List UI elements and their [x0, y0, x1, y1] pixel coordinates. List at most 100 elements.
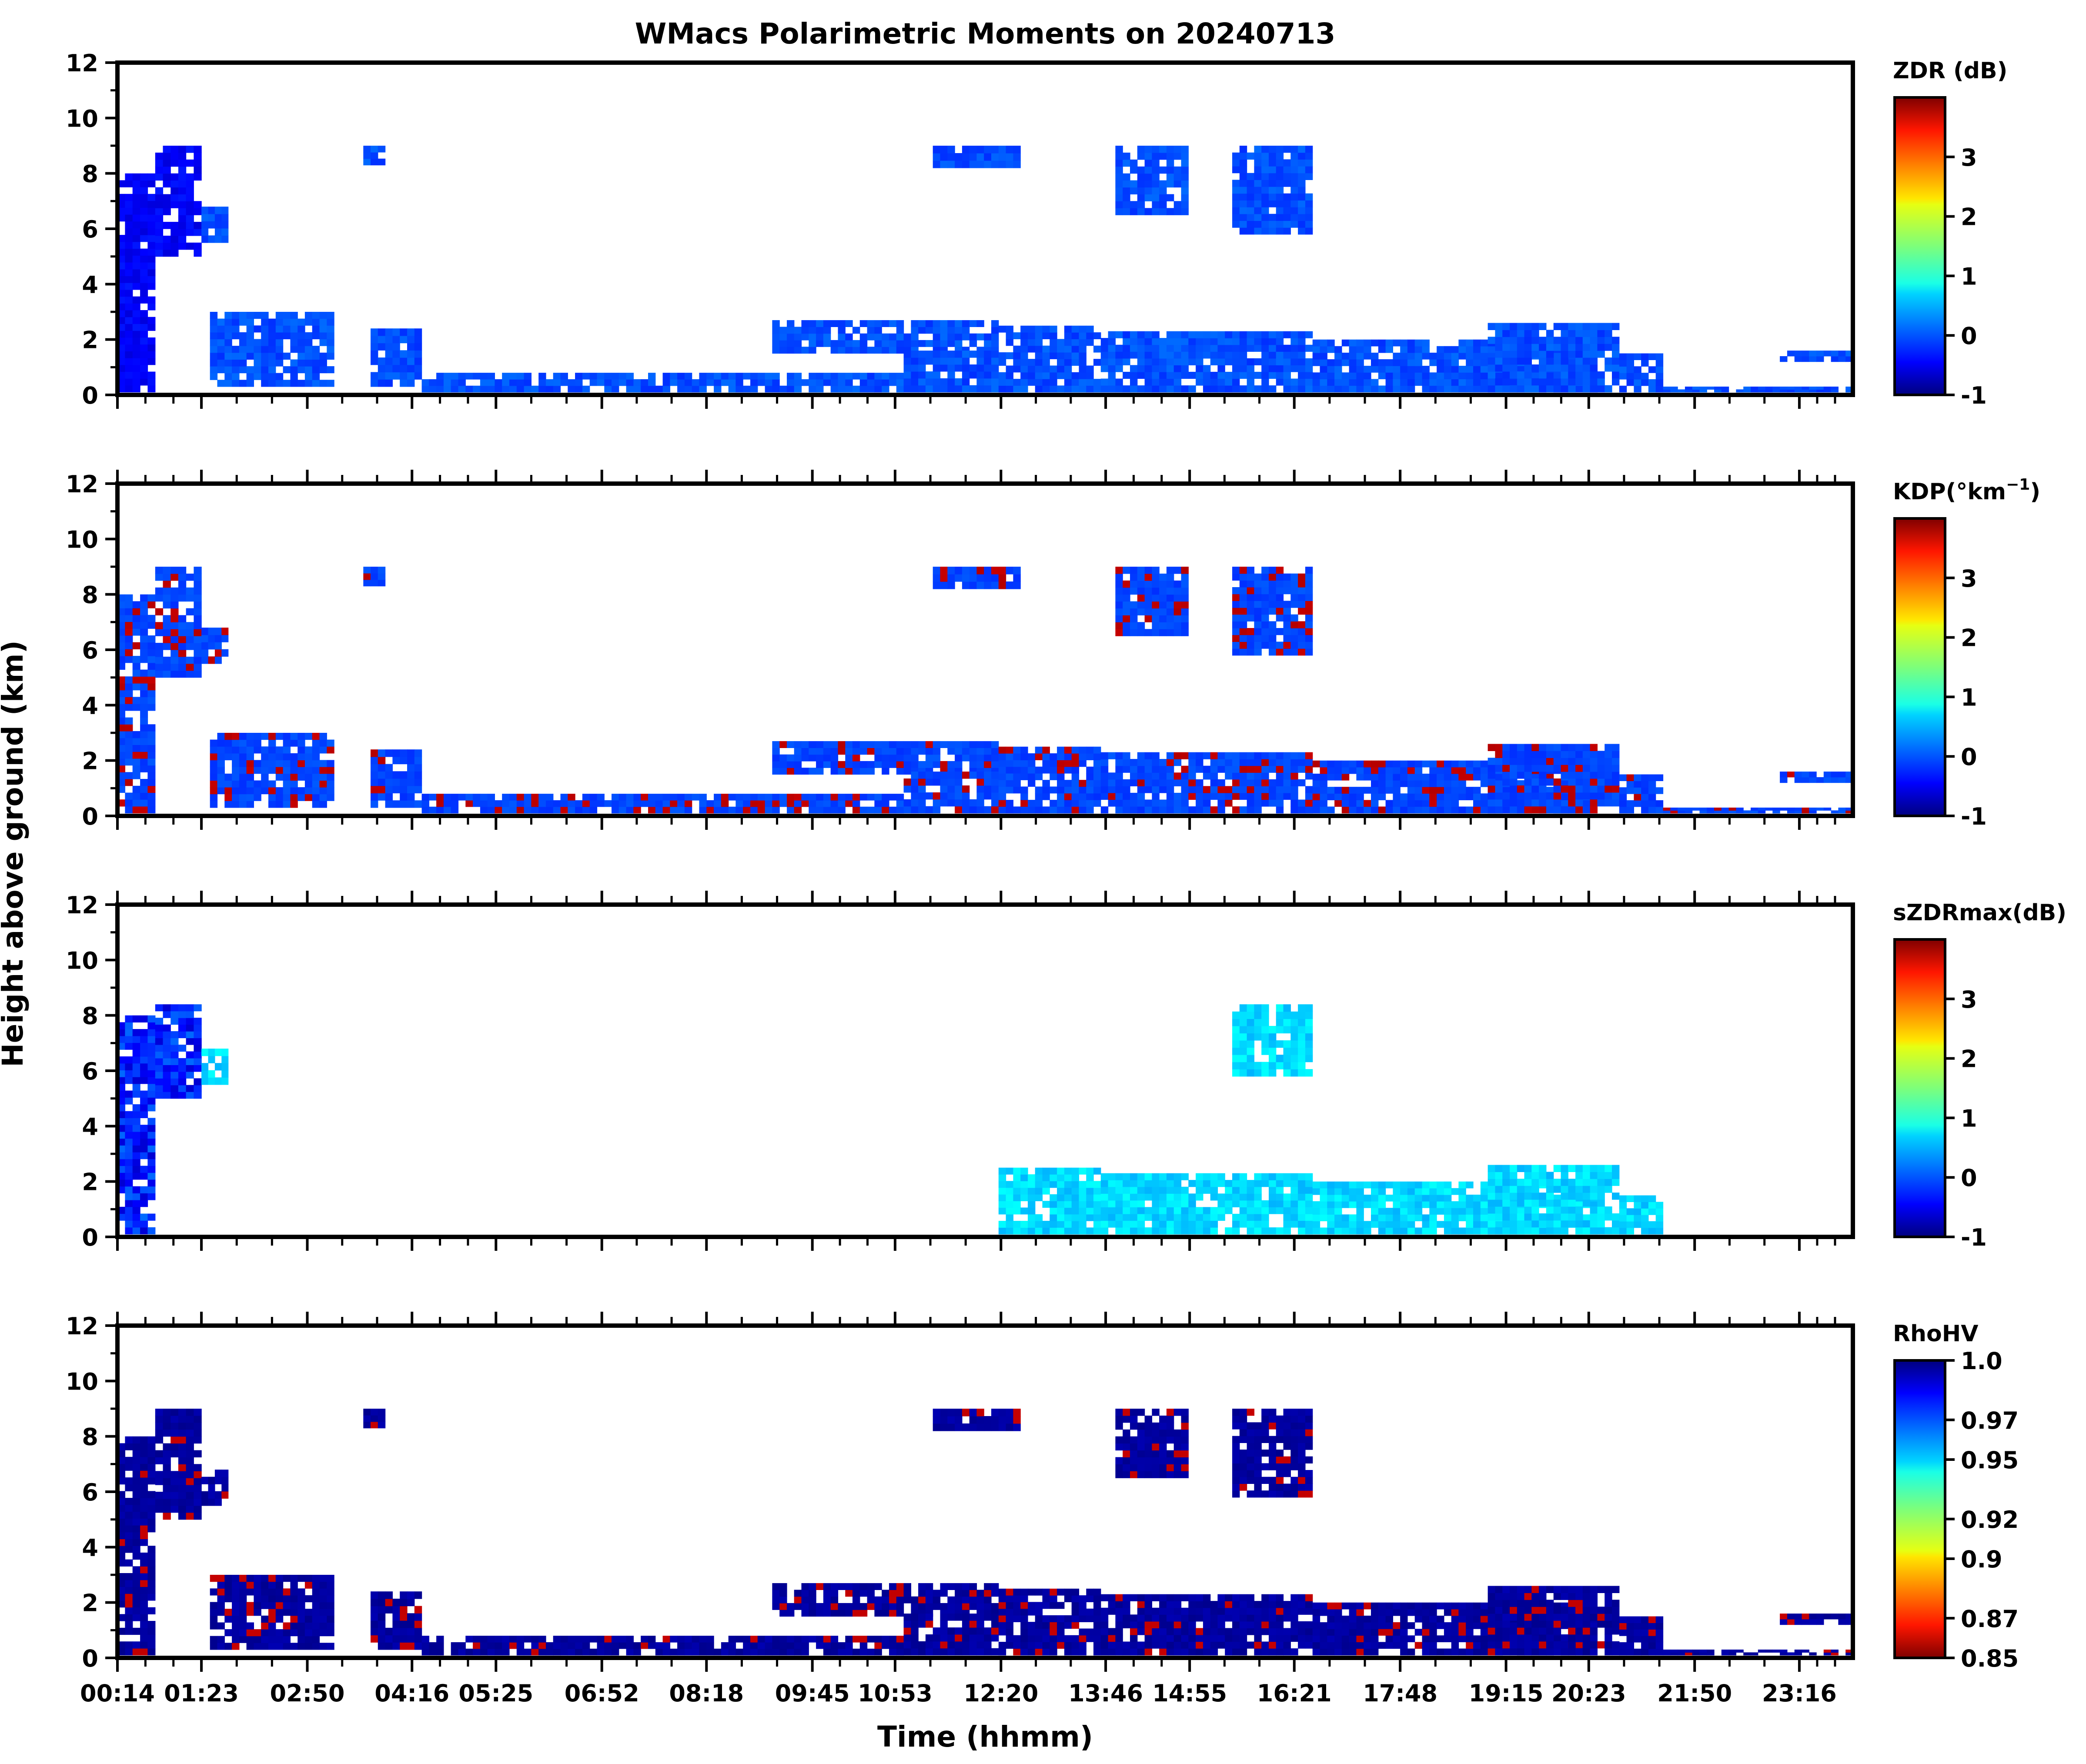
echo-cell: [214, 642, 222, 650]
echo-cell: [392, 749, 400, 757]
echo-cell: [246, 373, 254, 380]
echo-cell: [1064, 379, 1072, 386]
echo-cell: [1042, 372, 1050, 379]
echo-cell: [1334, 1227, 1342, 1235]
echo-cell: [210, 773, 218, 781]
echo-cell: [224, 339, 232, 346]
echo-cell: [327, 366, 334, 374]
echo-cell: [1283, 227, 1291, 235]
echo-cell: [132, 1042, 140, 1050]
echo-cell: [1261, 358, 1269, 365]
echo-cell: [1086, 780, 1094, 787]
echo-cell: [1290, 378, 1298, 386]
echo-cell: [1728, 810, 1736, 814]
echo-cell: [1276, 358, 1284, 365]
echo-cell: [254, 780, 261, 788]
echo-cell: [1210, 792, 1218, 800]
echo-cell: [178, 567, 187, 574]
echo-cell: [1057, 339, 1065, 346]
echo-cell: [933, 792, 941, 800]
echo-cell: [1225, 371, 1233, 379]
echo-cell: [1290, 351, 1298, 359]
echo-cell: [221, 1070, 229, 1078]
echo-cell: [224, 739, 232, 747]
echo-cell: [1290, 1062, 1298, 1069]
echo-cell: [239, 767, 247, 774]
echo-cell: [147, 1063, 156, 1070]
echo-cell: [1071, 372, 1080, 379]
echo-cell: [1239, 331, 1247, 338]
echo-cell: [1531, 765, 1539, 772]
echo-cell: [1531, 778, 1539, 786]
echo-cell: [787, 761, 795, 768]
echo-cell: [1298, 799, 1306, 807]
echo-cell: [1137, 187, 1145, 194]
echo-cell: [1057, 1181, 1065, 1188]
echo-cell: [1006, 332, 1013, 339]
echo-cell: [918, 357, 926, 365]
echo-cell: [1780, 386, 1788, 390]
echo-cell: [473, 800, 481, 807]
echo-cell: [1137, 580, 1145, 588]
echo-cell: [1181, 779, 1189, 786]
echo-cell: [1451, 372, 1459, 379]
echo-cell: [1393, 359, 1401, 366]
echo-cell: [1568, 765, 1576, 772]
echo-cell: [261, 773, 269, 781]
echo-cell: [1123, 759, 1130, 766]
y-tick-label: 8: [82, 581, 98, 609]
echo-cell: [1261, 1004, 1269, 1012]
echo-cell: [1276, 1200, 1284, 1207]
echo-cell: [1013, 153, 1021, 161]
echo-cell: [962, 792, 970, 800]
echo-cell: [1670, 389, 1678, 393]
echo-cell: [1334, 1188, 1342, 1195]
echo-cell: [1093, 746, 1101, 754]
echo-cell: [1269, 1033, 1277, 1041]
echo-cell: [787, 373, 795, 380]
echo-cell: [232, 733, 240, 740]
echo-cell: [1115, 1193, 1123, 1201]
echo-cell: [1305, 1011, 1313, 1019]
echo-cell: [1269, 601, 1277, 608]
echo-cell: [1305, 1026, 1313, 1034]
echo-cell: [1159, 365, 1167, 372]
echo-cell: [1276, 765, 1284, 773]
echo-cell: [1064, 1181, 1072, 1188]
echo-cell: [246, 760, 254, 767]
echo-cell: [1349, 346, 1357, 353]
echo-cell: [1758, 386, 1766, 390]
echo-cell: [208, 635, 215, 642]
echo-cell: [194, 1024, 202, 1032]
echo-cell: [1524, 323, 1532, 330]
echo-cell: [1597, 330, 1605, 337]
echo-cell: [801, 754, 809, 762]
echo-cell: [1539, 344, 1547, 351]
echo-cell: [1210, 1213, 1218, 1221]
echo-cell: [787, 320, 795, 327]
echo-cell: [1217, 1207, 1225, 1214]
echo-cell: [414, 357, 422, 365]
echo-cell: [925, 371, 933, 379]
echo-cell: [1517, 385, 1525, 393]
echo-cell: [1196, 1207, 1203, 1214]
echo-cell: [779, 768, 787, 775]
echo-cell: [1093, 1221, 1101, 1228]
echo-cell: [290, 801, 298, 808]
echo-cell: [140, 717, 148, 725]
echo-cell: [925, 340, 933, 347]
echo-cell: [1488, 799, 1495, 807]
echo-cell: [1042, 385, 1050, 393]
echo-cell: [1736, 807, 1744, 811]
echo-cell: [1020, 365, 1028, 373]
echo-cell: [155, 1004, 164, 1012]
echo-cell: [809, 333, 816, 341]
echo-cell: [1269, 1040, 1277, 1048]
echo-cell: [186, 146, 194, 153]
echo-cell: [1414, 379, 1423, 386]
echo-cell: [976, 761, 984, 768]
echo-cell: [618, 379, 627, 386]
echo-cell: [1123, 1200, 1130, 1207]
echo-cell: [283, 760, 291, 767]
echo-cell: [852, 741, 860, 748]
